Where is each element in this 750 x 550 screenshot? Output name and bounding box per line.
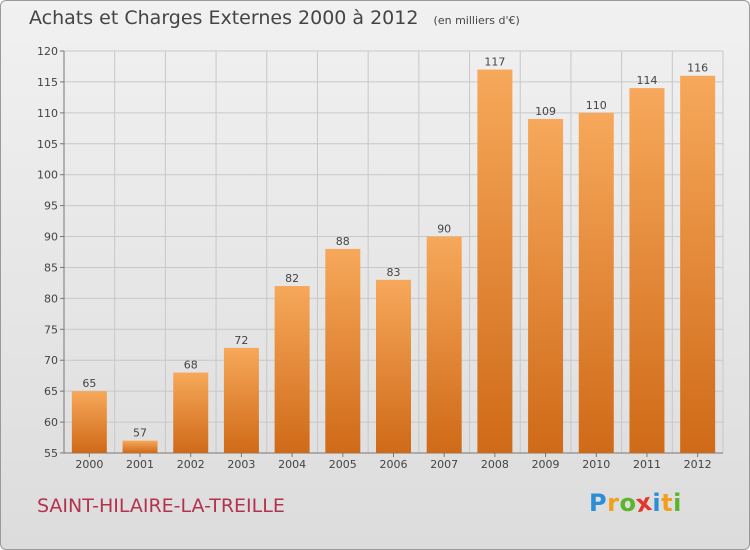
y-tick-label: 80 bbox=[44, 292, 58, 305]
value-label-2002: 68 bbox=[184, 359, 198, 372]
bar-2004 bbox=[274, 286, 310, 453]
y-tick-label: 100 bbox=[37, 169, 58, 182]
bar-2003 bbox=[223, 347, 259, 453]
x-tick-label: 2008 bbox=[481, 458, 509, 471]
logo-letter: o bbox=[619, 489, 637, 517]
x-tick-label: 2012 bbox=[684, 458, 712, 471]
y-tick-label: 95 bbox=[44, 200, 58, 213]
y-tick-label: 70 bbox=[44, 354, 58, 367]
y-tick-label: 120 bbox=[37, 45, 58, 58]
x-tick-label: 2000 bbox=[75, 458, 103, 471]
value-label-2007: 90 bbox=[437, 223, 451, 236]
logo-letter: r bbox=[607, 489, 620, 517]
bars bbox=[71, 69, 716, 454]
chart-title-block: Achats et Charges Externes 2000 à 2012 (… bbox=[29, 7, 520, 29]
bar-2011 bbox=[629, 88, 665, 453]
bar-2001 bbox=[122, 440, 158, 453]
bar-2005 bbox=[325, 248, 361, 453]
logo-letter: P bbox=[589, 489, 608, 517]
value-label-2009: 109 bbox=[535, 105, 556, 118]
bar-2000 bbox=[71, 391, 107, 453]
y-tick-label: 65 bbox=[44, 385, 58, 398]
y-tick-label: 85 bbox=[44, 261, 58, 274]
bar-2006 bbox=[376, 279, 411, 453]
bar-2009 bbox=[528, 119, 564, 454]
x-tick-label: 2005 bbox=[329, 458, 357, 471]
logo-letter: t bbox=[661, 489, 674, 517]
chart-title: Achats et Charges Externes 2000 à 2012 bbox=[29, 7, 419, 29]
bar-2012 bbox=[680, 75, 716, 453]
value-label-2004: 82 bbox=[285, 272, 299, 285]
value-label-2000: 65 bbox=[82, 377, 96, 390]
y-tick-label: 55 bbox=[44, 447, 58, 460]
bar-2010 bbox=[578, 112, 614, 453]
value-label-2012: 116 bbox=[687, 62, 708, 75]
value-label-2006: 83 bbox=[387, 266, 401, 279]
x-tick-label: 2007 bbox=[430, 458, 458, 471]
x-tick-label: 2006 bbox=[380, 458, 408, 471]
proxiti-logo[interactable]: Proxiti bbox=[589, 488, 682, 518]
x-tick-label: 2011 bbox=[633, 458, 661, 471]
value-label-2001: 57 bbox=[133, 427, 147, 440]
chart-subtitle: (en milliers d'€) bbox=[433, 14, 520, 27]
value-label-2011: 114 bbox=[636, 74, 657, 87]
commune-name: SAINT-HILAIRE-LA-TREILLE bbox=[37, 495, 285, 517]
x-tick-label: 2010 bbox=[582, 458, 610, 471]
x-tick-label: 2001 bbox=[126, 458, 154, 471]
labels: 55 60 65 70 75 80 85 90 95 100 105 110 115 120 65 2000 5… bbox=[37, 45, 712, 471]
value-label-2010: 110 bbox=[586, 99, 607, 112]
value-label-2003: 72 bbox=[234, 334, 248, 347]
x-tick-label: 2009 bbox=[532, 458, 560, 471]
value-label-2008: 117 bbox=[484, 56, 505, 69]
y-tick-label: 60 bbox=[44, 416, 58, 429]
bar-2008 bbox=[477, 69, 513, 454]
y-tick-label: 90 bbox=[44, 231, 58, 244]
x-tick-label: 2004 bbox=[278, 458, 306, 471]
bar-2007 bbox=[426, 236, 462, 453]
x-tick-label: 2003 bbox=[227, 458, 255, 471]
y-tick-label: 110 bbox=[37, 107, 58, 120]
y-tick-label: 105 bbox=[37, 138, 58, 151]
bar-2002 bbox=[173, 372, 209, 453]
x-tick-label: 2002 bbox=[177, 458, 205, 471]
logo-letter: i bbox=[652, 489, 662, 517]
logo-letter: i bbox=[673, 489, 682, 517]
y-tick-label: 115 bbox=[37, 76, 58, 89]
y-tick-label: 75 bbox=[44, 323, 58, 336]
value-label-2005: 88 bbox=[336, 235, 350, 248]
